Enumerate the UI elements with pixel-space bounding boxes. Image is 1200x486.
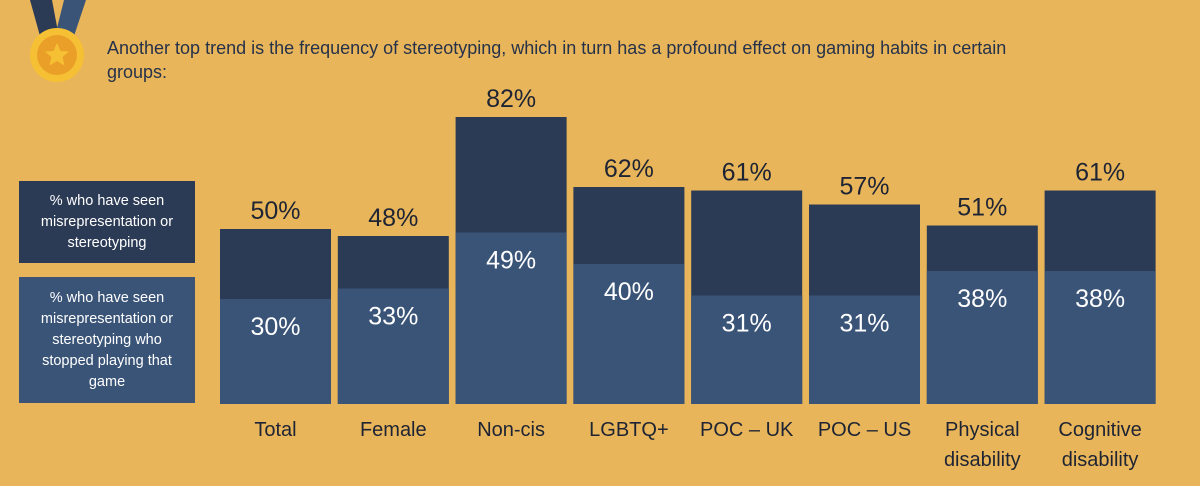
category-label: Physical [945, 419, 1019, 441]
label-stopped: 49% [486, 247, 536, 275]
label-seen: 48% [368, 204, 418, 232]
category-label: POC – UK [700, 419, 794, 441]
label-stopped: 33% [368, 303, 418, 331]
category-label: Cognitive [1058, 419, 1141, 441]
legend-seen-stereotyping: % who have seen misrepresentation or ste… [19, 181, 195, 263]
label-stopped: 31% [839, 310, 889, 338]
category-label: Total [254, 419, 296, 441]
label-seen: 50% [250, 197, 300, 225]
label-seen: 62% [604, 155, 654, 183]
label-seen: 61% [1075, 159, 1125, 187]
label-stopped: 31% [722, 310, 772, 338]
bar-stopped [1044, 271, 1156, 404]
bar-stopped [691, 295, 803, 404]
bar-stopped [220, 299, 331, 404]
bar-stopped [337, 288, 449, 404]
category-label: LGBTQ+ [589, 419, 668, 441]
label-stopped: 30% [250, 313, 300, 341]
label-stopped: 40% [604, 278, 654, 306]
label-seen: 57% [839, 173, 889, 201]
label-seen: 82% [486, 85, 536, 113]
category-label: disability [1062, 449, 1139, 471]
category-label: disability [944, 449, 1021, 471]
bar-stopped [573, 264, 685, 404]
category-label: Female [360, 419, 427, 441]
category-label: POC – US [818, 419, 911, 441]
bar-stopped [455, 232, 567, 404]
label-seen: 51% [957, 194, 1007, 222]
bar-stopped [926, 271, 1038, 404]
medal-icon [30, 0, 86, 82]
label-stopped: 38% [1075, 285, 1125, 313]
category-label: Non-cis [477, 419, 545, 441]
label-seen: 61% [722, 159, 772, 187]
label-stopped: 38% [957, 285, 1007, 313]
legend-stopped-playing: % who have seen misrepresentation or ste… [19, 277, 195, 403]
headline-text: Another top trend is the frequency of st… [107, 38, 1007, 82]
bar-stopped [809, 295, 920, 404]
